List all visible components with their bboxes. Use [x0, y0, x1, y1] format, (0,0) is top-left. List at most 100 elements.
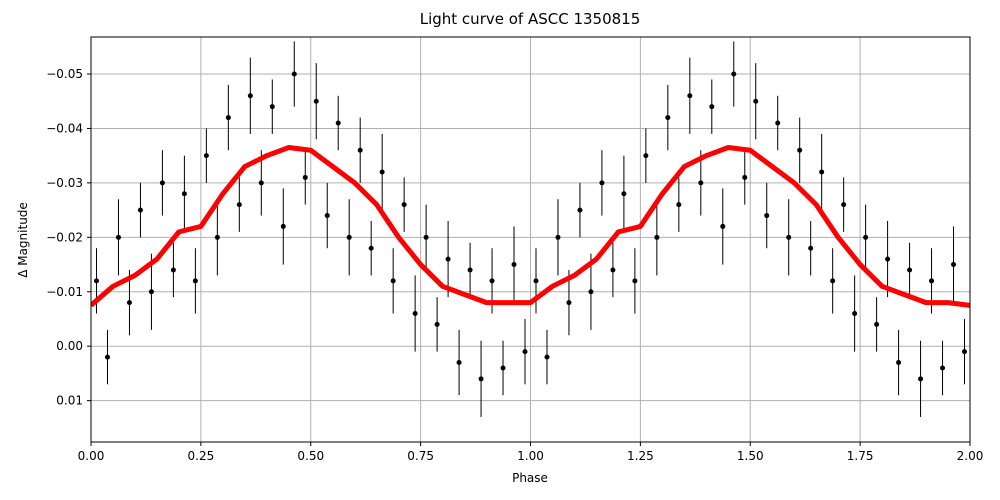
data-point: [742, 174, 748, 180]
data-point: [115, 234, 121, 240]
data-point: [632, 278, 638, 284]
data-point: [148, 289, 154, 295]
data-point: [445, 256, 451, 262]
y-tick-label: −0.01: [46, 285, 83, 299]
x-axis-label: Phase: [512, 471, 548, 485]
x-tick-label: 1.25: [627, 449, 654, 463]
data-point: [379, 169, 385, 175]
data-point: [797, 147, 803, 153]
x-tick-label: 0.75: [407, 449, 434, 463]
data-point: [621, 191, 627, 197]
data-point: [126, 300, 132, 306]
data-point: [170, 267, 176, 273]
data-point: [467, 267, 473, 273]
data-point: [907, 267, 913, 273]
data-point: [698, 180, 704, 186]
data-point: [764, 213, 770, 219]
data-point: [951, 262, 957, 268]
data-point: [423, 234, 429, 240]
data-point: [896, 360, 902, 366]
x-tick-label: 1.50: [737, 449, 764, 463]
data-point: [357, 147, 363, 153]
smoothed-curve: [91, 145, 970, 308]
y-tick-label: −0.02: [46, 230, 83, 244]
data-point: [368, 245, 374, 251]
data-point: [643, 153, 649, 159]
data-point: [434, 321, 440, 327]
data-point: [478, 376, 484, 382]
data-point: [236, 202, 242, 208]
data-point: [346, 234, 352, 240]
data-point: [324, 213, 330, 219]
data-point: [247, 93, 253, 99]
data-point: [687, 93, 693, 99]
data-point: [830, 278, 836, 284]
data-point: [753, 98, 759, 104]
data-point: [665, 115, 671, 121]
x-tick-label: 2.00: [957, 449, 984, 463]
data-point: [269, 104, 275, 110]
x-tick-label: 1.75: [847, 449, 874, 463]
plot-area: [91, 37, 970, 442]
data-point: [555, 234, 561, 240]
data-point: [863, 234, 869, 240]
data-point: [159, 180, 165, 186]
data-point: [588, 289, 594, 295]
data-point: [599, 180, 605, 186]
data-point: [214, 234, 220, 240]
data-point: [533, 278, 539, 284]
chart-title: Light curve of ASCC 1350815: [420, 10, 641, 28]
data-point: [918, 376, 924, 382]
data-point: [511, 262, 517, 268]
data-point: [203, 153, 209, 159]
data-point: [390, 278, 396, 284]
data-point: [291, 71, 297, 77]
data-point: [225, 115, 231, 121]
data-point: [544, 354, 550, 360]
data-point: [676, 202, 682, 208]
data-point: [280, 223, 286, 229]
data-point: [500, 365, 506, 371]
data-point: [313, 98, 319, 104]
y-tick-label: −0.03: [46, 176, 83, 190]
data-point: [456, 360, 462, 366]
data-point: [489, 278, 495, 284]
data-point: [335, 120, 341, 126]
y-tick-label: −0.04: [46, 121, 83, 135]
data-point: [720, 223, 726, 229]
x-tick-label: 1.00: [517, 449, 544, 463]
data-point: [885, 256, 891, 262]
x-tick-label: 0.25: [188, 449, 215, 463]
data-point: [412, 311, 418, 317]
data-point: [852, 311, 858, 317]
data-point: [841, 202, 847, 208]
y-tick-label: 0.00: [56, 339, 83, 353]
y-axis-label: Δ Magnitude: [16, 202, 30, 278]
x-tick-label: 0.00: [78, 449, 105, 463]
data-point: [401, 202, 407, 208]
y-tick-label: 0.01: [56, 394, 83, 408]
data-point: [819, 169, 825, 175]
data-point: [104, 354, 110, 360]
data-point: [577, 207, 583, 213]
data-point: [775, 120, 781, 126]
data-point: [566, 300, 572, 306]
data-point: [654, 234, 660, 240]
data-point: [258, 180, 264, 186]
y-tick-label: −0.05: [46, 67, 83, 81]
data-point: [93, 278, 99, 284]
data-point: [786, 234, 792, 240]
data-point: [137, 207, 143, 213]
data-point: [808, 245, 814, 251]
x-tick-label: 0.50: [297, 449, 324, 463]
data-point: [192, 278, 198, 284]
data-point: [962, 349, 968, 355]
data-point: [929, 278, 935, 284]
data-point: [709, 104, 715, 110]
data-point: [731, 71, 737, 77]
data-point: [610, 267, 616, 273]
data-point: [302, 174, 308, 180]
data-point: [181, 191, 187, 197]
data-point: [874, 321, 880, 327]
